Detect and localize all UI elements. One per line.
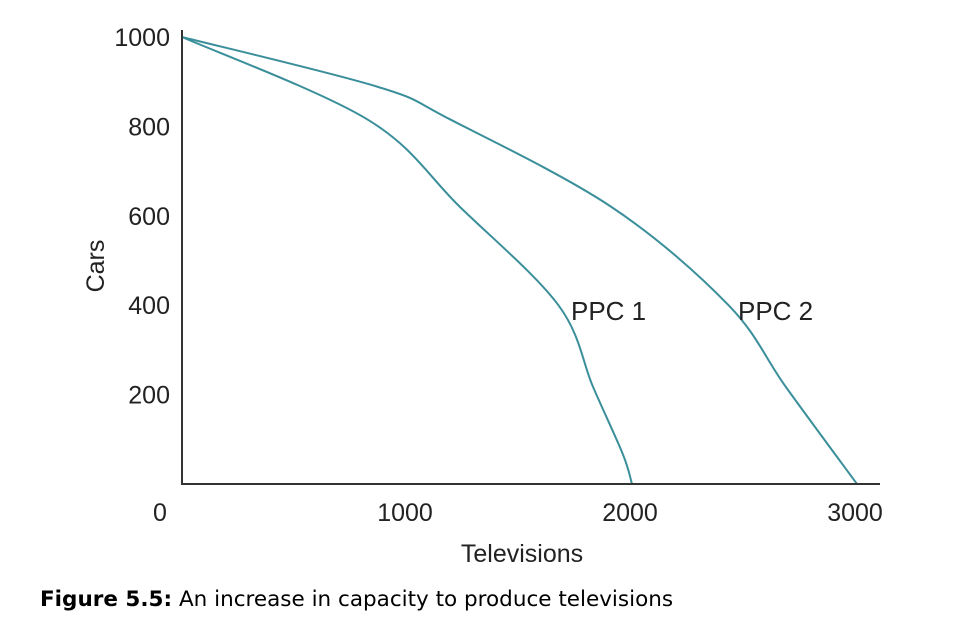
ppc-curve-2 [181,36,858,485]
x-tick-label: 2000 [602,499,658,527]
x-tick-label: 3000 [827,499,883,527]
caption-label: Figure 5.5: [40,587,173,612]
x-tick-label: 1000 [377,499,433,527]
series-label: PPC 2 [738,296,813,326]
x-axis-label: Televisions [461,540,583,568]
ppc-chart: PPC 1 PPC 2 0 1000 2000 3000 200 400 600 800 1000… [82,24,883,568]
y-tick-label: 800 [128,113,170,141]
x-tick-label: 0 [153,499,167,527]
ppc-curve-1 [181,36,633,485]
y-axis-label: Cars [82,240,110,293]
y-tick-label: 600 [128,203,170,231]
y-tick-label: 200 [128,382,170,410]
figure-caption: Figure 5.5: An increase in capacity to p… [40,587,673,612]
y-tick-label: 1000 [114,24,170,52]
series-label: PPC 1 [571,296,646,326]
y-tick-label: 400 [128,292,170,320]
caption-text: An increase in capacity to produce telev… [172,587,674,612]
